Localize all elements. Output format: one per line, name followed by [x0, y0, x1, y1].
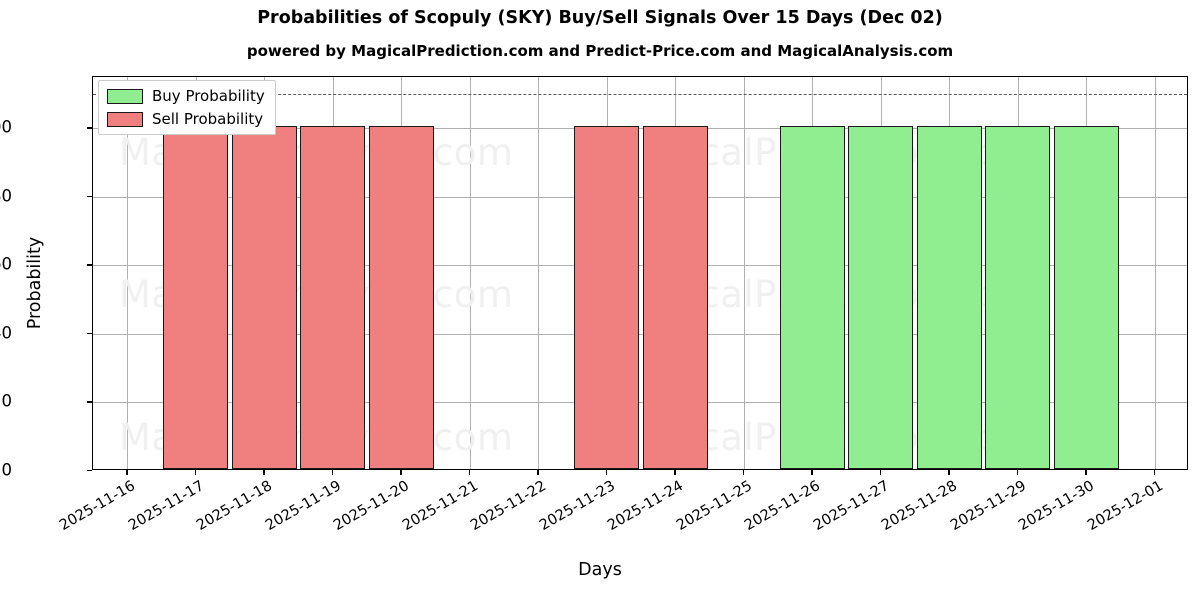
gridline-horizontal	[93, 333, 1187, 335]
x-tick-mark	[674, 470, 676, 475]
legend-label-buy: Buy Probability	[152, 87, 265, 105]
gridline-vertical	[1154, 77, 1156, 469]
legend-swatch-sell-icon	[107, 111, 143, 127]
x-tick-mark	[468, 470, 471, 475]
y-tick-label: 40	[0, 323, 12, 343]
gridline-horizontal	[93, 402, 1187, 404]
x-tick-mark	[1085, 470, 1087, 475]
y-tick-mark	[87, 401, 92, 403]
x-axis-label: Days	[578, 560, 622, 580]
y-tick-label: 0	[1, 460, 13, 480]
x-tick-mark	[263, 470, 265, 475]
chart-legend: Buy Probability Sell Probability	[98, 80, 276, 135]
x-tick-mark	[1016, 470, 1019, 475]
bar-buy-2025-11-30[interactable]	[1053, 126, 1119, 469]
bar-buy-2025-11-26[interactable]	[779, 126, 845, 469]
y-tick-label: 60	[0, 254, 12, 274]
y-tick-label: 80	[0, 186, 12, 206]
bar-sell-2025-11-18[interactable]	[231, 126, 297, 469]
gridline-horizontal	[93, 196, 1187, 198]
gridline-vertical	[538, 77, 540, 469]
gridline-horizontal	[93, 265, 1187, 267]
x-tick-mark	[194, 470, 197, 475]
y-tick-mark	[87, 195, 92, 198]
x-tick-mark	[1153, 470, 1156, 475]
x-tick-mark	[742, 470, 745, 475]
bar-sell-2025-11-17[interactable]	[163, 126, 229, 469]
gridline-vertical	[127, 77, 129, 469]
y-tick-mark	[87, 264, 92, 266]
bar-sell-2025-11-24[interactable]	[642, 126, 708, 469]
x-tick-mark	[537, 470, 539, 475]
page-title: Probabilities of Scopuly (SKY) Buy/Sell …	[257, 8, 943, 28]
y-tick-label: 100	[0, 117, 12, 137]
bar-buy-2025-11-27[interactable]	[848, 126, 914, 469]
y-tick-mark	[87, 127, 92, 129]
bar-sell-2025-11-20[interactable]	[368, 126, 434, 469]
x-tick-mark	[948, 470, 950, 475]
x-tick-mark	[400, 470, 402, 475]
y-tick-mark	[87, 332, 92, 335]
gridline-horizontal	[93, 128, 1187, 130]
bar-sell-2025-11-23[interactable]	[574, 126, 640, 469]
legend-swatch-buy-icon	[107, 88, 143, 104]
legend-label-sell: Sell Probability	[152, 110, 264, 128]
y-tick-label: 20	[0, 391, 12, 411]
y-tick-mark	[87, 470, 92, 472]
bar-buy-2025-11-28[interactable]	[916, 126, 982, 469]
legend-item-buy[interactable]: Buy Probability	[107, 87, 265, 105]
x-tick-mark	[811, 470, 813, 475]
bar-sell-2025-11-19[interactable]	[300, 126, 366, 469]
x-tick-mark	[126, 470, 128, 475]
gridline-vertical	[743, 77, 745, 469]
y-axis-label: Probability	[25, 236, 45, 330]
x-tick-mark	[879, 470, 882, 475]
x-tick-mark	[331, 470, 334, 475]
plot-area: MagicalAnalysis.comMagicalPrediction.com…	[92, 76, 1188, 470]
threshold-line	[93, 94, 1187, 96]
legend-item-sell[interactable]: Sell Probability	[107, 110, 265, 128]
gridline-vertical	[469, 77, 471, 469]
bar-buy-2025-11-29[interactable]	[985, 126, 1051, 469]
x-tick-mark	[605, 470, 608, 475]
chart-subtitle: powered by MagicalPrediction.com and Pre…	[246, 42, 954, 60]
